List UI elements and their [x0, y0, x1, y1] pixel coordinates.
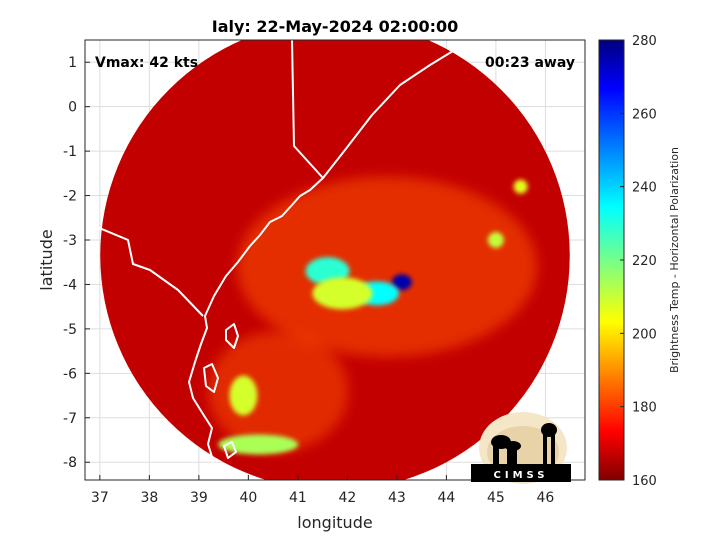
colorbar-tick-label: 200 [632, 327, 657, 342]
colorbar [598, 39, 625, 481]
y-axis: 1 0 -1 -2 -3 -4 -5 -6 -7 -8 [63, 55, 90, 471]
cimss-logo: CIMSS [471, 412, 571, 484]
colorbar-tick-label: 240 [632, 181, 657, 196]
x-tick-label: 40 [239, 490, 257, 506]
colorbar-tick-label: 220 [632, 254, 657, 269]
y-tick-label: -6 [63, 366, 77, 382]
feature-eyewall-core [391, 274, 412, 291]
y-tick-label: 0 [68, 100, 77, 116]
x-tick-label: 44 [437, 490, 455, 506]
y-tick-label: -1 [63, 144, 77, 160]
x-axis-label: longitude [297, 513, 372, 532]
x-tick-label: 46 [536, 490, 554, 506]
storm-envelope [236, 176, 537, 357]
x-tick-label: 43 [388, 490, 406, 506]
y-axis-label: latitude [37, 229, 56, 290]
y-tick-label: -7 [63, 411, 77, 427]
y-tick-label: -4 [63, 277, 77, 293]
colorbar-tick-label: 160 [632, 474, 657, 489]
y-tick-label: 1 [68, 55, 77, 71]
y-tick-label: -8 [63, 455, 77, 471]
colorbar-ticks: 280 260 240 220 200 180 160 [620, 34, 657, 489]
swath [100, 40, 570, 480]
kenya-somalia-border [291, 40, 324, 179]
feature-outer-band-southwest [229, 375, 258, 416]
colorbar-label: Brightness Temp - Horizontal Polarizatio… [668, 147, 681, 373]
zanzibar-island [225, 323, 239, 349]
x-tick-label: 39 [190, 490, 208, 506]
x-tick-label: 41 [289, 490, 307, 506]
chart-title: Ialy: 22-May-2024 02:00:00 [212, 17, 459, 36]
pemba-island [203, 363, 219, 393]
y-tick-label: -3 [63, 233, 77, 249]
brightness-features [208, 176, 537, 455]
y-tick-label: -2 [63, 189, 77, 205]
mafia-island [223, 441, 237, 459]
feature-convective-cell-east [487, 232, 504, 248]
colorbar-tick-label: 260 [632, 107, 657, 122]
feature-outer-band-south [218, 434, 299, 455]
colorbar-tick-label: 180 [632, 401, 657, 416]
feature-inner-ring [312, 277, 373, 310]
y-tick-label: -5 [63, 322, 77, 338]
logo-text: CIMSS [494, 470, 549, 481]
x-tick-label: 42 [338, 490, 356, 506]
southwest-envelope [208, 331, 349, 452]
x-tick-label: 45 [487, 490, 505, 506]
x-tick-label: 37 [91, 490, 109, 506]
colorbar-tick-label: 280 [632, 34, 657, 49]
axes-frame [84, 39, 586, 481]
coast-line [188, 40, 472, 480]
x-tick-label: 38 [140, 490, 158, 506]
kenya-tanzania-border [85, 221, 204, 317]
vmax-annotation: Vmax: 42 kts [95, 55, 198, 71]
time-away-annotation: 00:23 away [485, 55, 575, 71]
coastline [85, 40, 472, 480]
feature-convective-cell-ne [513, 179, 528, 194]
